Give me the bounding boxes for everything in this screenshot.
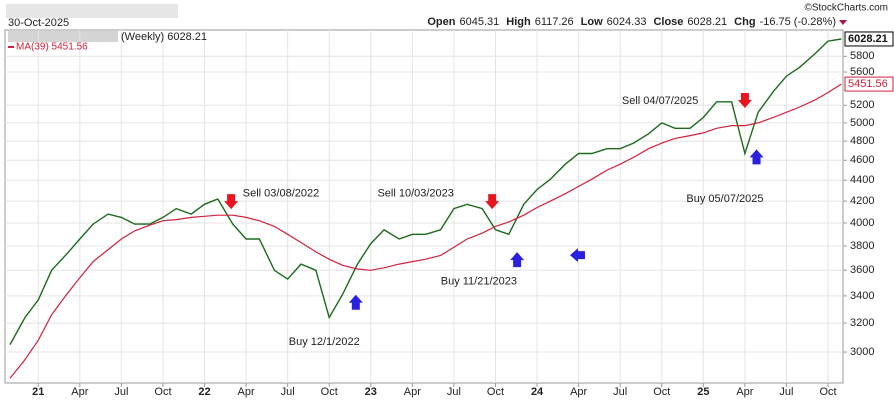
x-tick-label: Apr: [404, 386, 421, 398]
series-line: [9, 83, 842, 379]
signal-arrow: [348, 294, 363, 310]
quote-label: Low: [581, 16, 603, 28]
y-tick-label: 3400: [850, 290, 874, 302]
x-tick-label: Jul: [114, 386, 128, 398]
quote-value: 6117.26: [535, 16, 574, 28]
y-tick-label: 5200: [850, 99, 874, 111]
x-tick-label: Oct: [819, 386, 836, 398]
chg-indicator: [839, 20, 847, 25]
x-tick-label: Oct: [154, 386, 171, 398]
legend-label: MA(39) 5451.56: [16, 42, 88, 53]
annotation: Buy 05/07/2025: [686, 193, 763, 205]
signal-arrow: [485, 194, 500, 210]
signal-arrow: [510, 252, 525, 268]
x-tick-label: 21: [32, 386, 44, 398]
last-value-label: 6028.21: [848, 33, 888, 45]
last-value-label: 5451.56: [848, 78, 888, 90]
signal-arrow: [224, 194, 239, 210]
x-tick-label: 22: [198, 386, 210, 398]
y-tick-label: 4600: [850, 154, 874, 166]
y-tick-label: 5000: [850, 117, 874, 129]
y-tick-label: 4200: [850, 195, 874, 207]
y-tick-label: 3200: [850, 317, 874, 329]
y-tick-label: 4000: [850, 217, 874, 229]
plot-frame: [4, 29, 844, 384]
quote-value: 6045.31: [460, 16, 500, 28]
last-value-box: [844, 31, 894, 47]
x-tick-label: Oct: [321, 386, 338, 398]
quote-label: Close: [653, 16, 683, 28]
source: ©StockCharts.com: [804, 3, 888, 14]
quote-value: 6024.33: [607, 16, 647, 28]
chart-date: 30-Oct-2025: [8, 17, 69, 29]
quote: Open 6045.31 High 6117.26 Low 6024.33 Close 602…: [427, 16, 836, 28]
x-tick-label: Jul: [447, 386, 461, 398]
x-tick-label: 25: [697, 386, 709, 398]
symbol-box: [8, 31, 118, 42]
y-tick-label: 4800: [850, 135, 874, 147]
last-value-box: [844, 76, 894, 92]
annotation: Sell 04/07/2025: [622, 95, 698, 107]
x-tick-label: Apr: [570, 386, 587, 398]
y-tick-label: 4400: [850, 174, 874, 186]
x-tick-label: 24: [531, 386, 544, 398]
x-tick-label: Oct: [487, 386, 504, 398]
x-tick-label: Jul: [281, 386, 295, 398]
y-tick-label: 5600: [850, 66, 874, 78]
x-tick-label: Apr: [71, 386, 88, 398]
annotation: Sell 03/08/2022: [243, 188, 319, 200]
x-tick-label: Jul: [613, 386, 627, 398]
annotation: Buy 12/1/2022: [289, 336, 360, 348]
annotation: Sell 10/03/2023: [377, 188, 453, 200]
y-tick-label: 3800: [850, 240, 874, 252]
quote-label: Chg: [734, 16, 755, 28]
y-tick-label: 5800: [850, 50, 874, 62]
quote-value: 6028.21: [687, 16, 727, 28]
signal-arrow: [569, 248, 585, 263]
signal-arrow: [749, 149, 764, 165]
x-tick-label: Oct: [653, 386, 670, 398]
series-line: [9, 38, 842, 345]
quote-value: -16.75 (-0.28%): [760, 16, 836, 28]
x-tick-label: Apr: [736, 386, 753, 398]
header-bar: [6, 4, 178, 18]
x-tick-label: Apr: [238, 386, 255, 398]
y-tick-label: 3600: [850, 264, 874, 276]
signal-arrow: [737, 92, 752, 108]
x-tick-label: Jul: [779, 386, 793, 398]
legend-label: (Weekly) 6028.21: [121, 31, 207, 43]
x-tick-label: 23: [365, 386, 377, 398]
quote-label: High: [506, 16, 531, 28]
annotation: Buy 11/21/2023: [441, 276, 517, 288]
quote-label: Open: [427, 16, 455, 28]
y-tick-label: 3000: [850, 346, 874, 358]
